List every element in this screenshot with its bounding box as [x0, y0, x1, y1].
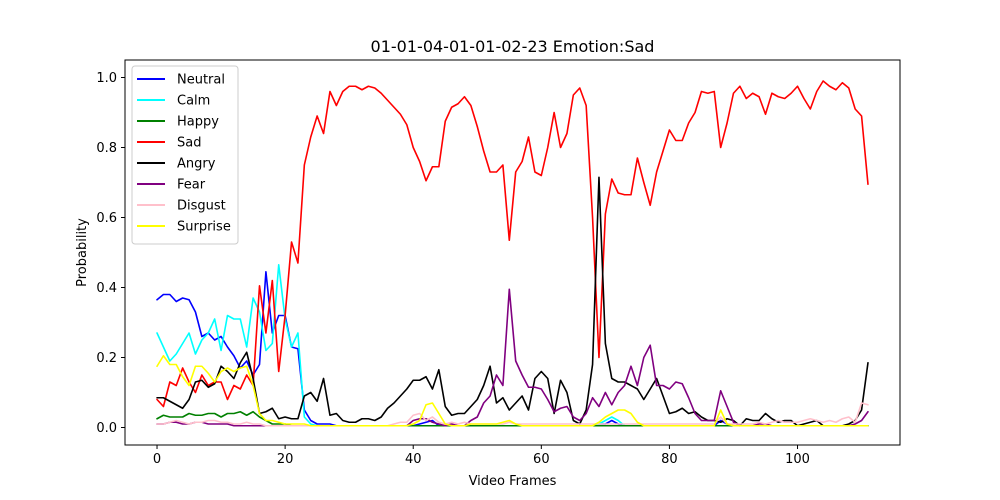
x-axis-ticks: 0 20 40 60 80 100: [153, 445, 810, 467]
series-layer: [156, 80, 869, 427]
x-tick-label: 60: [533, 452, 550, 467]
legend-label-surprise: Surprise: [177, 220, 231, 235]
legend-label-disgust: Disgust: [177, 199, 226, 214]
legend-label-fear: Fear: [177, 178, 206, 193]
x-tick-label: 40: [405, 452, 422, 467]
x-tick-label: 0: [153, 452, 161, 467]
y-tick-label: 0.6: [96, 211, 117, 226]
x-tick-label: 20: [277, 452, 294, 467]
x-tick-label: 100: [785, 452, 810, 467]
legend-label-neutral: Neutral: [177, 73, 225, 88]
y-axis-label: Probability: [75, 218, 90, 287]
chart-title: 01-01-04-01-01-02-23 Emotion:Sad: [371, 37, 655, 56]
y-axis-ticks: 0.0 0.2 0.4 0.6 0.8 1.0: [96, 71, 125, 436]
y-tick-label: 0.2: [96, 351, 117, 366]
series-line-sad: [156, 80, 869, 408]
y-tick-label: 1.0: [96, 71, 117, 86]
x-tick-label: 80: [661, 452, 678, 467]
series-line-surprise: [156, 354, 869, 427]
x-axis-label: Video Frames: [469, 474, 557, 489]
y-tick-label: 0.4: [96, 281, 117, 296]
legend: Neutral Calm Happy Sad Angry Fear Disgust Surpr…: [131, 65, 239, 245]
legend-box: [131, 65, 239, 245]
legend-label-calm: Calm: [177, 94, 210, 109]
legend-label-sad: Sad: [177, 136, 201, 151]
plot-frame: [124, 59, 901, 446]
legend-label-happy: Happy: [177, 115, 219, 130]
y-tick-label: 0.0: [96, 421, 117, 436]
series-line-angry: [156, 176, 869, 427]
y-tick-label: 0.8: [96, 141, 117, 156]
legend-label-angry: Angry: [177, 157, 216, 172]
